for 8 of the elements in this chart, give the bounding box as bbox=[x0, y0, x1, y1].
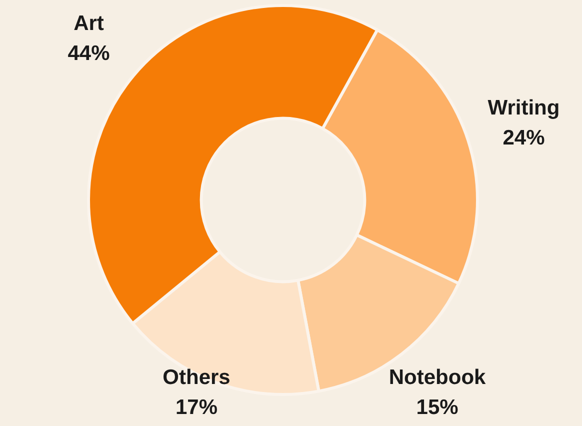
slice-label: Art bbox=[74, 12, 104, 35]
data-label: 17% bbox=[176, 396, 218, 419]
slice-label: Others bbox=[162, 366, 230, 389]
slice-label: Notebook bbox=[388, 366, 486, 389]
data-label: 44% bbox=[68, 42, 110, 65]
data-label: 24% bbox=[502, 126, 546, 150]
slice-label: Writing bbox=[488, 96, 560, 120]
data-label: 15% bbox=[416, 396, 459, 419]
